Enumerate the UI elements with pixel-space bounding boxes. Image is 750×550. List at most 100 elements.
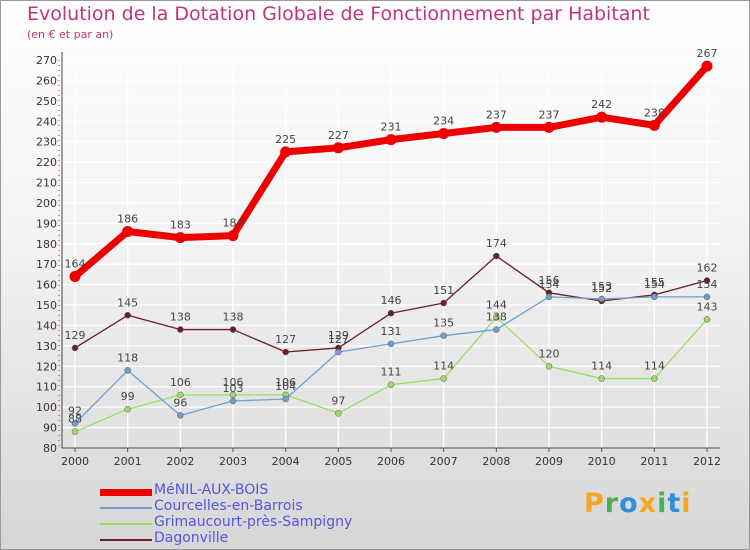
proxiti-logo: Proxiti — [584, 488, 692, 519]
x-tick-label: 2009 — [535, 455, 563, 468]
data-label: 127 — [328, 333, 349, 346]
data-label: 106 — [223, 376, 244, 389]
x-tick-label: 2004 — [272, 455, 300, 468]
data-label: 237 — [486, 108, 507, 121]
data-point — [280, 146, 292, 158]
x-tick-label: 2001 — [114, 455, 142, 468]
data-label: 155 — [644, 276, 665, 289]
data-label: 184 — [223, 217, 244, 230]
data-label: 154 — [644, 278, 665, 291]
logo-letter: P — [584, 488, 605, 519]
logo-letter: i — [657, 488, 668, 519]
y-tick-label: 180 — [36, 238, 57, 251]
series-points — [69, 60, 713, 435]
data-label: 131 — [381, 325, 402, 338]
x-tick-label: 2005 — [324, 455, 352, 468]
data-point — [490, 121, 502, 133]
data-label: 96 — [173, 396, 187, 409]
data-label: 114 — [591, 360, 612, 373]
y-tick-label: 190 — [36, 217, 57, 230]
data-point — [493, 252, 500, 260]
y-tick-label: 150 — [36, 299, 57, 312]
data-point — [703, 277, 711, 284]
data-label: 162 — [697, 262, 718, 275]
data-label: 135 — [433, 317, 454, 330]
data-point — [440, 375, 447, 382]
logo-letter: i — [681, 488, 692, 519]
legend-label: Dagonville — [154, 530, 229, 546]
data-label: 104 — [275, 380, 296, 393]
data-point — [545, 293, 553, 301]
x-tick-label: 2000 — [61, 455, 89, 468]
chart-title: Evolution de la Dotation Globale de Fonc… — [27, 3, 650, 25]
data-label: 138 — [223, 311, 244, 324]
data-label: 154 — [539, 278, 560, 291]
data-label: 106 — [275, 376, 296, 389]
data-point — [598, 375, 605, 382]
data-label: 97 — [331, 394, 345, 407]
data-point — [71, 344, 79, 352]
data-point — [651, 293, 658, 301]
data-point — [387, 381, 395, 388]
data-label: 234 — [433, 115, 454, 128]
grid — [62, 52, 720, 449]
data-point — [545, 363, 553, 370]
data-label: 129 — [65, 329, 86, 342]
data-point — [387, 309, 395, 317]
y-tick-label: 120 — [36, 360, 57, 373]
logo-letter: r — [604, 488, 620, 519]
data-point — [332, 142, 344, 154]
x-tick-label: 2011 — [640, 455, 668, 468]
y-tick-label: 90 — [43, 422, 57, 435]
data-label: 227 — [328, 129, 349, 142]
data-label: 146 — [381, 294, 402, 307]
data-point — [124, 405, 131, 413]
y-tick-label: 160 — [36, 279, 57, 292]
y-axis-ticks: 80 90 100 110 120 130 140 150 160 170 180 190 200 210… — [36, 54, 57, 455]
data-label: 120 — [539, 347, 560, 360]
x-tick-label: 2003 — [219, 455, 247, 468]
data-point — [385, 134, 397, 146]
data-label: 127 — [275, 333, 296, 346]
data-label: 156 — [539, 274, 560, 287]
data-label: 151 — [433, 284, 454, 297]
x-tick-label: 2002 — [166, 455, 194, 468]
legend-swatch — [100, 523, 152, 525]
data-point — [124, 312, 131, 319]
data-point — [387, 340, 395, 348]
data-label: 103 — [223, 382, 244, 395]
y-tick-label: 170 — [36, 258, 57, 271]
data-label: 106 — [170, 376, 191, 389]
data-label: 153 — [591, 280, 612, 293]
legend-swatch — [100, 539, 152, 541]
data-point — [227, 230, 239, 242]
data-point — [493, 314, 500, 321]
data-point — [493, 326, 500, 333]
x-axis-ticks: 2000 2001 2002 2003 2004 2005 2006 2007 2008 2009… — [61, 455, 721, 468]
data-label: 88 — [68, 413, 82, 426]
logo-letter: t — [667, 488, 682, 519]
data-label: 111 — [381, 366, 402, 379]
legend-label: MéNIL-AUX-BOIS — [154, 482, 269, 498]
data-point — [596, 111, 608, 123]
data-label: 231 — [381, 121, 402, 134]
data-label: 92 — [68, 404, 82, 417]
y-tick-label: 220 — [36, 156, 57, 169]
y-tick-label: 260 — [36, 74, 57, 87]
data-point — [122, 226, 134, 238]
data-label: 138 — [170, 311, 191, 324]
data-label: 129 — [328, 329, 349, 342]
data-label: 174 — [486, 237, 507, 250]
data-point — [703, 316, 711, 323]
data-label: 238 — [644, 106, 665, 119]
x-tick-label: 2010 — [588, 455, 616, 468]
data-point — [177, 412, 184, 419]
y-tick-label: 240 — [36, 115, 57, 128]
data-label: 225 — [275, 133, 296, 146]
x-tick-label: 2007 — [430, 455, 458, 468]
data-point — [229, 397, 237, 405]
data-label: 154 — [697, 278, 718, 291]
